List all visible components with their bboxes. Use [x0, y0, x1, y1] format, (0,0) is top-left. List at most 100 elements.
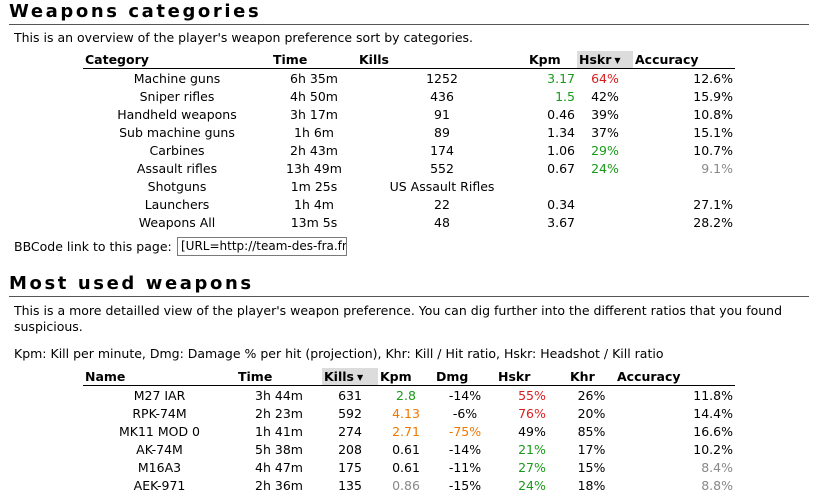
table-row: Sniper rifles 4h 50m 436 1.5 42% 15.9% [83, 88, 735, 106]
hskr-cell [577, 178, 633, 196]
kills-cell: 274 [338, 424, 362, 439]
table-header-row: Category Time Kills Kpm Hskr ▼ Accuracy [83, 51, 735, 69]
kpm-cell: 0.61 [392, 460, 420, 475]
table-row: Handheld weapons 3h 17m 91 0.46 39% 10.8% [83, 106, 735, 124]
hskr-cell: 29% [591, 143, 619, 158]
category-cell: Sub machine guns [119, 125, 235, 140]
khr-cell: 15% [577, 460, 606, 475]
accuracy-cell: 27.1% [693, 197, 733, 212]
col-header-dmg[interactable]: Dmg [434, 368, 496, 386]
kpm-cell: 0.46 [547, 107, 575, 122]
accuracy-cell: 15.1% [693, 125, 733, 140]
time-cell: 3h 44m [255, 388, 303, 403]
table-row: AK-74M 5h 38m 208 0.61 -14% 21% 17% 10.2% [83, 441, 735, 459]
khr-cell: 26% [577, 388, 606, 403]
table-row: RPK-74M 2h 23m 592 4.13 -6% 76% 20% 14.4% [83, 405, 735, 423]
hskr-cell: 24% [518, 478, 546, 493]
time-cell: 5h 38m [255, 442, 303, 457]
accuracy-cell: 14.4% [693, 406, 733, 421]
col-header-kpm[interactable]: Kpm [527, 51, 577, 69]
time-cell: 2h 23m [255, 406, 303, 421]
sort-desc-icon: ▼ [356, 373, 364, 382]
weapons-description-line2: suspicious. [14, 319, 83, 334]
hskr-cell: 49% [518, 424, 546, 439]
kills-cell: 91 [434, 107, 450, 122]
kills-cell: 174 [430, 143, 454, 158]
accuracy-cell: 10.8% [693, 107, 733, 122]
time-cell: 1h 4m [294, 197, 334, 212]
ratio-legend: Kpm: Kill per minute, Dmg: Damage % per … [14, 346, 664, 361]
weapon-name-cell: M16A3 [137, 460, 182, 475]
time-cell: 4h 50m [290, 89, 338, 104]
table-row: Machine guns 6h 35m 1252 3.17 64% 12.6% [83, 69, 735, 89]
table-row: AEK-971 2h 36m 135 0.86 -15% 24% 18% 8.8% [83, 477, 735, 495]
kills-cell: US Assault Rifles [389, 179, 495, 194]
khr-cell: 18% [577, 478, 606, 493]
kills-cell: 592 [338, 406, 362, 421]
hskr-cell: 76% [518, 406, 546, 421]
category-cell: Handheld weapons [117, 107, 237, 122]
hskr-cell: 27% [518, 460, 546, 475]
table-row: Weapons All 13m 5s 48 3.67 28.2% [83, 214, 735, 232]
col-header-category[interactable]: Category [83, 51, 271, 69]
col-header-kills[interactable]: Kills [357, 51, 527, 69]
col-header-name[interactable]: Name [83, 368, 236, 386]
khr-cell: 17% [577, 442, 606, 457]
kpm-cell: 0.34 [547, 197, 575, 212]
khr-cell: 85% [577, 424, 606, 439]
table-row: M27 IAR 3h 44m 631 2.8 -14% 55% 26% 11.8% [83, 386, 735, 406]
time-cell: 3h 17m [290, 107, 338, 122]
hskr-cell: 55% [518, 388, 546, 403]
time-cell: 4h 47m [255, 460, 303, 475]
table-row: MK11 MOD 0 1h 41m 274 2.71 -75% 49% 85% 16.6% [83, 423, 735, 441]
col-header-khr[interactable]: Khr [568, 368, 615, 386]
kills-cell: 552 [430, 161, 454, 176]
kills-cell: 135 [338, 478, 362, 493]
kpm-cell: 1.34 [547, 125, 575, 140]
section-divider [9, 24, 809, 25]
table-row: Assault rifles 13h 49m 552 0.67 24% 9.1% [83, 160, 735, 178]
time-cell: 1m 25s [290, 179, 338, 194]
time-cell: 6h 35m [290, 71, 338, 86]
kills-cell: 175 [338, 460, 362, 475]
kpm-cell: 0.67 [547, 161, 575, 176]
kpm-cell: 0.61 [392, 442, 420, 457]
col-header-accuracy[interactable]: Accuracy [615, 368, 735, 386]
category-cell: Machine guns [133, 71, 221, 86]
accuracy-cell [633, 178, 735, 196]
kpm-cell: 4.13 [392, 406, 420, 421]
dmg-cell: -15% [448, 478, 482, 493]
kpm-cell: 3.67 [547, 215, 575, 230]
table-row: Sub machine guns 1h 6m 89 1.34 37% 15.1% [83, 124, 735, 142]
kills-cell: 22 [434, 197, 450, 212]
col-header-time[interactable]: Time [236, 368, 322, 386]
accuracy-cell: 10.2% [693, 442, 733, 457]
hskr-cell: 64% [591, 71, 619, 86]
category-cell: Carbines [149, 143, 205, 158]
dmg-cell: -14% [448, 442, 482, 457]
accuracy-cell: 8.8% [701, 478, 733, 493]
time-cell: 2h 36m [255, 478, 303, 493]
col-header-hskr[interactable]: Hskr [496, 368, 568, 386]
dmg-cell: -75% [448, 424, 482, 439]
kpm-cell: 1.5 [555, 89, 575, 104]
kpm-cell: 2.71 [392, 424, 420, 439]
col-header-hskr-sorted[interactable]: Hskr ▼ [577, 51, 633, 69]
col-header-time[interactable]: Time [271, 51, 357, 69]
bbcode-link-field[interactable]: [URL=http://team-des-fra.fr/Cc [177, 237, 347, 256]
col-header-kpm[interactable]: Kpm [378, 368, 434, 386]
hskr-cell [577, 196, 633, 214]
col-header-hskr-label: Hskr [579, 52, 612, 67]
kills-cell: 631 [338, 388, 362, 403]
col-header-kills-sorted[interactable]: Kills ▼ [322, 368, 378, 386]
accuracy-cell: 9.1% [701, 161, 733, 176]
accuracy-cell: 16.6% [693, 424, 733, 439]
accuracy-cell: 15.9% [693, 89, 733, 104]
accuracy-cell: 12.6% [693, 71, 733, 86]
weapons-description-line1: This is a more detailled view of the pla… [14, 303, 783, 318]
khr-cell: 20% [577, 406, 606, 421]
time-cell: 2h 43m [290, 143, 338, 158]
kills-cell: 48 [434, 215, 450, 230]
category-cell: Sniper rifles [139, 89, 215, 104]
col-header-accuracy[interactable]: Accuracy [633, 51, 735, 69]
